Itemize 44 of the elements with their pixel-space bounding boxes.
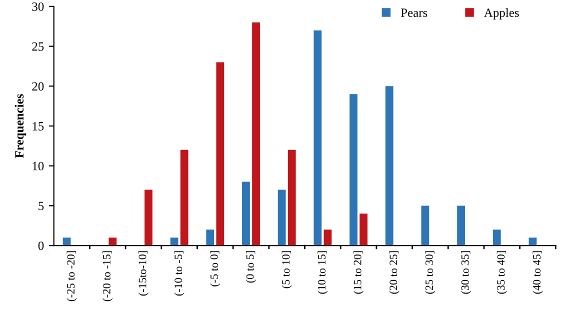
bar (144, 190, 152, 246)
x-tick-label: (20 to 25] (389, 251, 400, 294)
y-tick-label: 10 (32, 162, 44, 170)
x-tick-label: (40 to 45] (532, 251, 543, 294)
legend-label: Apples (484, 8, 519, 20)
x-tick-label: (-10 to -5] (174, 251, 184, 296)
bar (492, 230, 501, 246)
bar (242, 182, 250, 246)
x-tick-label: (0 to 5] (246, 251, 256, 283)
y-tick-label: 25 (32, 42, 44, 51)
x-tick-label: (-25 to -20] (66, 251, 77, 302)
y-tick-label: 15 (32, 122, 44, 130)
y-tick-label: 30 (32, 2, 44, 11)
bar (206, 230, 214, 246)
bar (360, 214, 368, 246)
x-tick-label: (10 to 15] (318, 251, 328, 294)
bar (457, 206, 465, 246)
bar (108, 238, 117, 246)
x-tick-label: (-15to-10] (138, 251, 149, 296)
y-tick-label: 0 (38, 242, 44, 250)
bar (421, 206, 430, 246)
y-tick-label: 5 (38, 202, 44, 210)
bar (350, 94, 358, 246)
bar (170, 238, 178, 246)
bar (252, 22, 260, 246)
x-tick-label: (35 to 40] (496, 251, 507, 294)
x-tick-label: (30 to 35] (461, 251, 472, 294)
y-tick-label: 20 (32, 82, 44, 91)
bar (216, 62, 224, 246)
x-tick-label: (5 to 10] (282, 251, 292, 288)
bar (62, 238, 71, 246)
x-tick-label: (-5 to 0] (210, 251, 220, 286)
bar (324, 230, 332, 246)
x-tick-label: (15 to 20] (353, 251, 364, 294)
legend-label: Pears (400, 8, 428, 17)
bar (314, 30, 322, 246)
bar (528, 238, 537, 246)
x-tick-label: (25 to 30] (425, 251, 436, 294)
bar (278, 190, 286, 246)
x-tick-label: (-20 to -15] (102, 251, 113, 302)
y-axis-title: Frequencies (14, 94, 26, 158)
bar (385, 86, 394, 246)
bar (288, 150, 296, 246)
bar (180, 150, 188, 246)
